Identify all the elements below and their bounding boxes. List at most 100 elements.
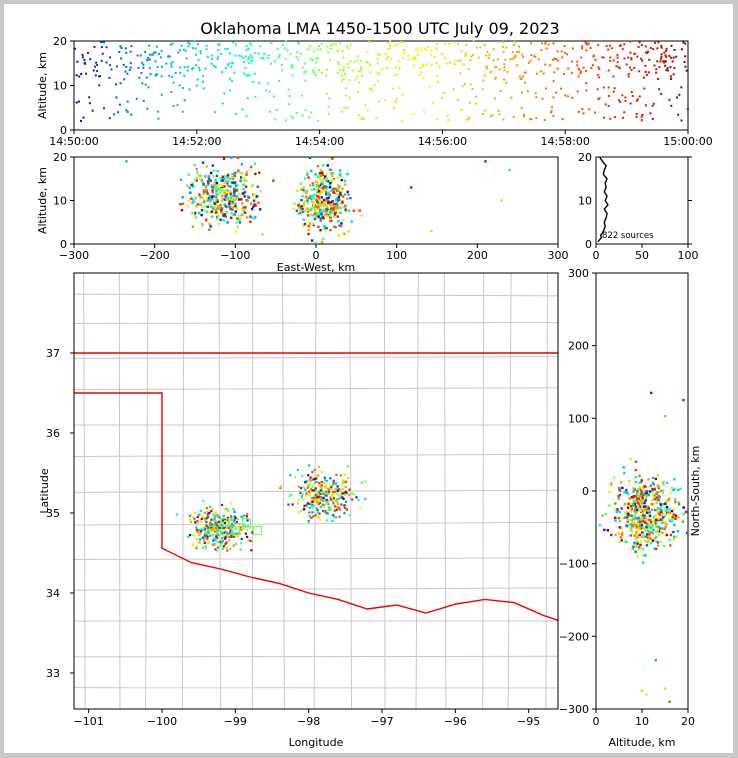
source-point xyxy=(492,48,495,51)
source-point xyxy=(310,200,314,204)
source-point xyxy=(242,527,245,530)
source-point xyxy=(315,188,318,192)
source-point xyxy=(195,84,198,87)
source-point xyxy=(257,52,260,55)
source-point xyxy=(673,488,676,491)
source-point xyxy=(393,44,396,47)
source-point xyxy=(420,71,423,74)
source-point xyxy=(206,511,209,514)
source-point xyxy=(325,213,328,216)
source-point xyxy=(632,545,635,548)
source-point xyxy=(335,499,338,503)
source-point xyxy=(445,62,448,65)
source-point xyxy=(309,197,313,200)
source-point xyxy=(328,484,332,487)
source-point xyxy=(218,206,221,209)
source-point xyxy=(287,88,290,91)
source-point xyxy=(465,44,468,47)
source-point xyxy=(313,496,317,500)
source-point xyxy=(264,89,267,92)
source-point xyxy=(511,51,514,54)
y-tick-label: 200 xyxy=(568,340,589,353)
source-point xyxy=(234,202,237,205)
source-point xyxy=(245,115,248,118)
source-point xyxy=(616,508,619,511)
source-point xyxy=(305,483,308,486)
source-point xyxy=(232,187,236,190)
source-point xyxy=(243,523,246,526)
source-point xyxy=(250,59,253,62)
source-point xyxy=(662,482,665,486)
source-point xyxy=(632,516,635,519)
source-point xyxy=(656,541,660,544)
source-point xyxy=(653,494,656,497)
source-point xyxy=(645,544,649,547)
source-point xyxy=(208,194,212,197)
source-point xyxy=(640,490,644,494)
source-point xyxy=(214,184,218,188)
source-point xyxy=(316,474,319,477)
source-point xyxy=(226,178,230,181)
source-point xyxy=(635,517,638,520)
source-point xyxy=(221,179,224,183)
source-point xyxy=(199,538,202,541)
source-point xyxy=(191,68,194,71)
source-point xyxy=(498,113,501,116)
source-point xyxy=(522,56,525,59)
source-point xyxy=(346,476,350,480)
source-point xyxy=(309,480,312,484)
source-point xyxy=(648,512,651,515)
source-point xyxy=(225,193,228,196)
source-point xyxy=(239,171,242,175)
source-point xyxy=(221,539,225,543)
source-point xyxy=(660,505,663,509)
source-point xyxy=(205,210,209,214)
source-point xyxy=(311,470,314,474)
source-point xyxy=(334,187,337,191)
source-point xyxy=(209,179,212,182)
source-point xyxy=(235,535,238,538)
source-point xyxy=(645,524,649,528)
source-point xyxy=(639,525,643,528)
source-point xyxy=(325,197,329,200)
county-line xyxy=(74,387,558,391)
source-point xyxy=(293,476,297,479)
source-point xyxy=(503,78,506,81)
source-point xyxy=(561,117,564,120)
source-point xyxy=(392,87,395,90)
source-point xyxy=(613,87,616,90)
source-point xyxy=(328,185,332,189)
source-point xyxy=(320,480,323,484)
source-point xyxy=(511,57,514,60)
source-point xyxy=(654,522,658,525)
source-point xyxy=(364,104,367,107)
source-point xyxy=(642,484,646,488)
source-point xyxy=(208,198,212,201)
source-point xyxy=(644,499,647,502)
source-point xyxy=(327,508,330,511)
source-point xyxy=(226,176,229,179)
source-point xyxy=(154,74,157,77)
source-point xyxy=(422,64,425,67)
source-point xyxy=(308,511,311,514)
source-point xyxy=(246,195,250,198)
source-point xyxy=(313,205,317,209)
source-point xyxy=(341,68,344,71)
source-point xyxy=(343,179,347,183)
source-point xyxy=(640,510,643,514)
source-point xyxy=(649,46,652,49)
source-point xyxy=(236,518,239,521)
source-point xyxy=(364,497,367,501)
source-point xyxy=(88,96,91,99)
source-point xyxy=(172,81,175,84)
source-point xyxy=(504,58,507,61)
source-point xyxy=(234,184,238,187)
source-point xyxy=(581,47,584,50)
source-point xyxy=(183,74,186,77)
source-point xyxy=(207,524,210,527)
source-point xyxy=(213,526,216,529)
source-point xyxy=(300,205,303,208)
source-point xyxy=(151,53,154,56)
source-point xyxy=(593,111,596,114)
